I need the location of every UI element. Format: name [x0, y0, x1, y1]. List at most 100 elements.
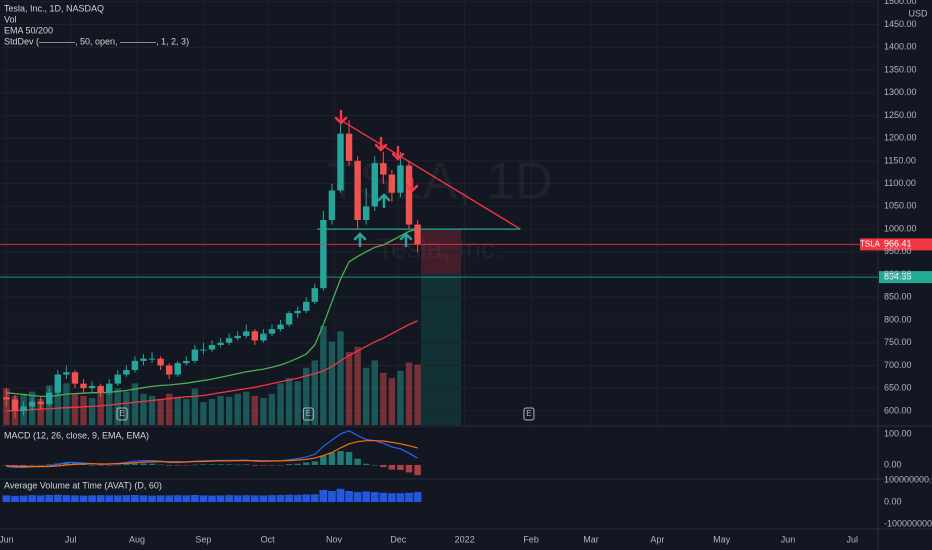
histogram-bar: [97, 464, 104, 466]
avat-bar: [242, 495, 251, 503]
volume-bar: [131, 383, 139, 425]
avat-bar: [199, 495, 208, 503]
price-pane: TSLA, 1D Tesla, Inc. E E E: [0, 0, 878, 425]
candle-body: [277, 324, 284, 330]
histogram-bar: [337, 450, 344, 465]
histogram-bar: [388, 464, 396, 470]
avat-bar: [216, 495, 225, 503]
candle-body: [88, 385, 96, 389]
candle-body: [20, 406, 27, 411]
histogram-bar: [208, 464, 216, 465]
candle-body: [217, 342, 224, 345]
volume-bar: [285, 378, 293, 425]
candle-body: [311, 288, 319, 302]
avat-bar: [405, 492, 413, 503]
candle-body: [131, 360, 139, 370]
y-tick-label: 0.00: [884, 459, 902, 469]
histogram-bar: [200, 464, 207, 465]
y-tick-label: 600.00: [884, 405, 912, 415]
y-tick-label: 1150.00: [884, 155, 916, 165]
avat-bar: [396, 493, 405, 503]
avat-bar: [302, 494, 311, 503]
candle-body: [337, 133, 344, 191]
candle-body: [54, 374, 62, 393]
candle-body: [371, 163, 378, 207]
volume-bar: [277, 383, 284, 425]
y-tick-label: 100000000.00: [884, 474, 932, 484]
avat-bar: [413, 492, 422, 503]
histogram-bar: [157, 464, 164, 466]
x-tick-label: Dec: [390, 534, 407, 544]
avat-bar: [233, 495, 242, 503]
unit-label: USD: [908, 8, 928, 18]
price-label: 966.41: [884, 239, 912, 249]
avat-bar: [379, 492, 388, 503]
histogram-bar: [268, 464, 276, 466]
volume-bar: [106, 390, 113, 425]
avat-bar: [131, 494, 139, 503]
histogram-bar: [328, 452, 336, 465]
candle-body: [328, 190, 336, 220]
y-tick-label: 800.00: [884, 314, 912, 324]
candle-body: [354, 160, 361, 220]
histogram-bar: [3, 464, 10, 466]
avat-bar: [28, 495, 36, 503]
y-tick-label: 1350.00: [884, 64, 917, 74]
histogram-bar: [354, 458, 361, 465]
target-zone: [421, 275, 461, 425]
histogram-bar: [243, 464, 250, 465]
candle-body: [208, 345, 216, 350]
candle-body: [80, 383, 87, 389]
candle-body: [303, 301, 310, 311]
avat-bar: [353, 492, 362, 503]
volume-bar: [405, 362, 413, 425]
y-tick-label: 750.00: [884, 337, 912, 347]
candle-body: [243, 331, 250, 336]
candle-body: [123, 370, 130, 375]
histogram-bar: [183, 464, 190, 466]
histogram-bar: [106, 464, 113, 466]
histogram-bar: [165, 464, 173, 466]
avat-bar: [182, 495, 191, 503]
histogram-bar: [191, 464, 199, 466]
pane-clip: [2, 488, 422, 503]
earnings-marker: [523, 407, 535, 421]
y-tick-label: 1100.00: [884, 178, 916, 188]
histogram-bar: [174, 464, 181, 466]
x-tick-label: 2022: [455, 534, 475, 544]
y-tick-label: 1450.00: [884, 19, 917, 29]
avat-bar: [139, 495, 148, 503]
histogram-bar: [131, 463, 139, 465]
candle-body: [183, 360, 190, 364]
candle-body: [268, 329, 276, 334]
histogram-bar: [88, 464, 96, 466]
volume-bar: [80, 395, 87, 425]
candle-body: [388, 174, 396, 193]
avat-bar: [11, 495, 19, 503]
y-tick-label: 900.00: [884, 269, 912, 279]
avat-bar: [2, 495, 11, 503]
volume-bar: [71, 393, 79, 425]
histogram-bar: [414, 464, 421, 476]
histogram-bar: [234, 464, 241, 466]
avat-bar: [208, 495, 216, 503]
volume-bar: [328, 341, 336, 425]
histogram-bar: [311, 461, 319, 465]
price-label: 894.35: [884, 271, 912, 281]
volume-bar: [140, 393, 147, 425]
y-tick-label: 650.00: [884, 383, 912, 393]
candle-body: [251, 331, 259, 341]
avat-bar: [336, 488, 345, 503]
candle-body: [260, 333, 267, 341]
avat-bar: [165, 495, 174, 503]
volume-bar: [63, 383, 70, 425]
candle-body: [140, 358, 147, 361]
symbol-tag: [860, 238, 880, 251]
avat-bar: [328, 491, 336, 503]
candle-body: [191, 349, 199, 361]
avat-bar: [36, 495, 45, 503]
histogram-bar: [217, 464, 224, 465]
pane-title: MACD (12, 26, close, 9, EMA, EMA): [4, 430, 149, 440]
x-tick-label: May: [713, 534, 731, 544]
volume-bar: [380, 372, 387, 425]
